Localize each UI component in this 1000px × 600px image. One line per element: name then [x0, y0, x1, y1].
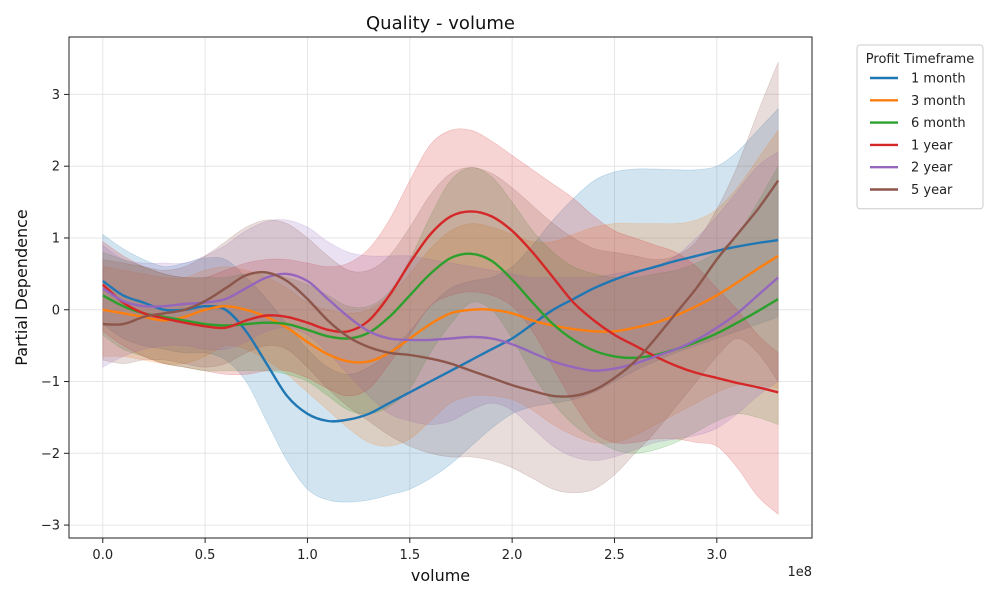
series-line	[102, 179, 780, 398]
y-tick-label: 1	[52, 231, 60, 246]
confidence-band	[102, 108, 779, 503]
series-lines	[102, 179, 780, 423]
series-line	[102, 272, 779, 373]
legend-label: 6 month	[911, 116, 966, 131]
series-line	[102, 254, 779, 364]
y-tick-label: 2	[52, 160, 60, 175]
x-scale-note: 1e8	[787, 565, 812, 580]
y-tick-label: −1	[41, 375, 60, 390]
legend-label: 5 year	[911, 183, 953, 198]
legend-label: 3 month	[911, 94, 966, 109]
legend-label: 1 year	[911, 138, 953, 153]
axis-ticks: 0.0 0.5 1.0 1.5 2.0 2.5 3.0 −3 −2 −1 0 1 2 3	[41, 88, 727, 563]
legend-items: 1 month 3 month 6 month 1 year 2 year 5 year	[870, 72, 966, 198]
series-line	[102, 210, 779, 394]
x-tick-label: 1.0	[297, 548, 318, 563]
legend-label: 2 year	[911, 161, 953, 176]
x-tick-label: 3.0	[706, 548, 727, 563]
chart-title: Quality - volume	[366, 13, 515, 34]
legend-label: 1 month	[911, 72, 966, 87]
x-axis-title: volume	[411, 566, 470, 585]
y-tick-label: −2	[41, 447, 60, 462]
plot-frame	[68, 36, 813, 539]
y-tick-label: 0	[52, 303, 60, 318]
confidence-bands	[102, 61, 779, 515]
x-tick-label: 0.0	[92, 548, 113, 563]
confidence-band	[102, 128, 779, 515]
legend-title: Profit Timeframe	[866, 52, 974, 67]
x-tick-label: 2.5	[604, 548, 625, 563]
y-axis-title: Partial Dependence	[12, 209, 31, 365]
confidence-band	[102, 129, 779, 447]
x-tick-label: 0.5	[195, 548, 216, 563]
confidence-band	[102, 151, 779, 461]
x-tick-label: 2.0	[502, 548, 523, 563]
x-tick-label: 1.5	[399, 548, 420, 563]
grid	[69, 37, 812, 538]
y-tick-label: 3	[52, 88, 60, 103]
y-tick-label: −3	[41, 519, 60, 534]
confidence-band	[102, 61, 779, 494]
